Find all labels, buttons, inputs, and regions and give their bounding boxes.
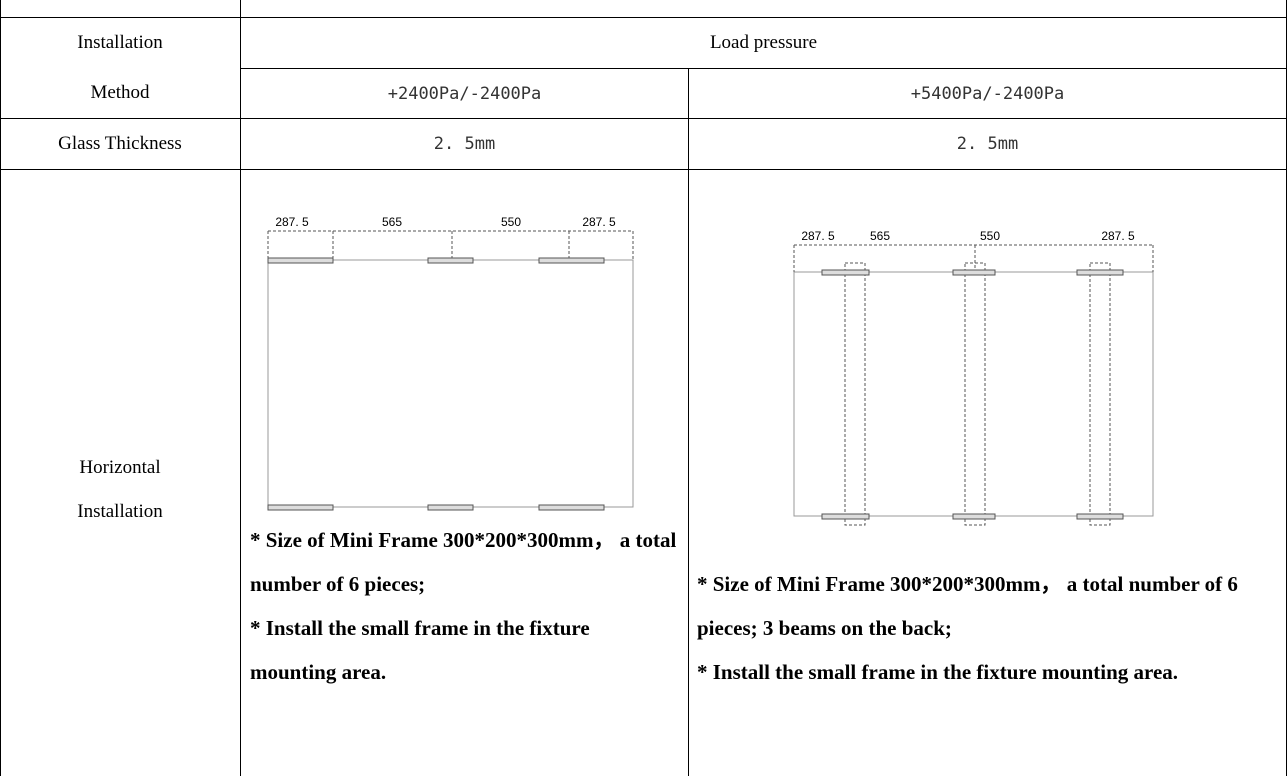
cell: 2. 5mm	[956, 134, 1019, 154]
note: * Install the small frame in the fixture…	[697, 660, 1179, 684]
note: * Size of Mini Frame 300*200*300mm， a to…	[697, 572, 1238, 640]
rule	[240, 0, 241, 776]
dimension-label: 565	[382, 215, 402, 229]
rule	[0, 17, 1287, 18]
dimension-label: 287. 5	[801, 229, 835, 243]
cell: Installation Method	[0, 18, 240, 118]
rule	[0, 169, 1287, 170]
notes: * Size of Mini Frame 300*200*300mm， a to…	[250, 518, 680, 694]
notes: * Size of Mini Frame 300*200*300mm， a to…	[697, 562, 1282, 694]
dimension-label: 565	[870, 229, 890, 243]
rule	[688, 68, 689, 776]
dimension-label: 287. 5	[582, 215, 616, 229]
rule	[0, 118, 1287, 119]
header-text: Installation Method	[77, 32, 163, 103]
row-label: Glass Thickness	[58, 133, 182, 154]
row-label: Horizontal Installation	[77, 457, 163, 522]
dimension-label: 550	[980, 229, 1000, 243]
rule	[0, 0, 1, 776]
dimension-label: 287. 5	[1101, 229, 1135, 243]
cell: 2. 5mm	[433, 134, 496, 154]
cell: Horizontal Installation	[0, 440, 240, 540]
rule	[240, 68, 1287, 69]
header-text: Load pressure	[709, 32, 818, 53]
note: * Install the small frame in the fixture…	[250, 616, 590, 684]
note: * Size of Mini Frame 300*200*300mm， a to…	[250, 528, 677, 596]
dimension-label: 550	[501, 215, 521, 229]
dimension-label: 287. 5	[275, 215, 309, 229]
header-text: +2400Pa/-2400Pa	[387, 83, 542, 104]
header-text: +5400Pa/-2400Pa	[910, 83, 1065, 104]
